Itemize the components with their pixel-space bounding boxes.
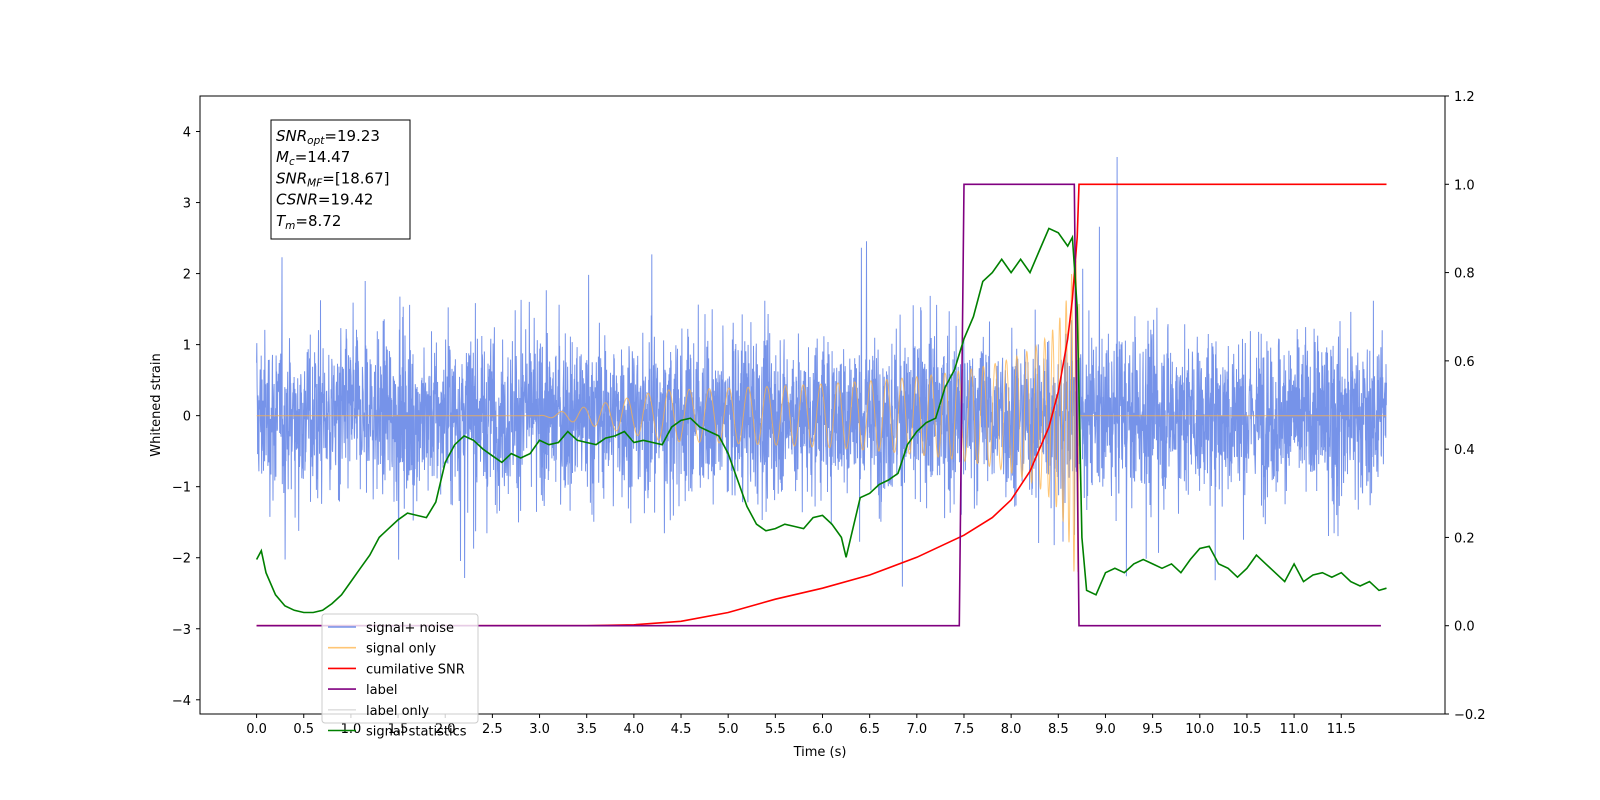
- series-signal-only: [256, 260, 1387, 572]
- legend-item: signal+ noise: [366, 621, 454, 636]
- x-tick-label: 2.5: [482, 722, 503, 737]
- x-tick-label: 0.0: [246, 722, 267, 737]
- info-box-line: SNRopt=19.23: [276, 127, 380, 147]
- y-tick-label: 0: [183, 410, 191, 425]
- legend-item: signal only: [366, 642, 436, 657]
- x-tick-label: 11.5: [1327, 722, 1356, 737]
- legend: signal+ noise signal only cumilative SNR la…: [321, 613, 479, 740]
- x-tick-label: 1.0: [341, 722, 362, 737]
- y-tick-label: 2: [183, 268, 191, 283]
- x-tick-label: 8.5: [1048, 722, 1069, 737]
- y-axis-label: Whitened strain: [149, 353, 164, 456]
- y2-tick-label: 0.2: [1454, 531, 1475, 546]
- x-tick-label: 4.5: [671, 722, 692, 737]
- y2-tick-label: −0.2: [1454, 708, 1486, 723]
- y-axis-left: 4 3 2 1 0 −1 −2 −3 −4: [172, 126, 200, 709]
- info-box-line: CSNR=19.42: [276, 191, 373, 209]
- legend-item: cumilative SNR: [366, 662, 465, 677]
- y-tick-label: −1: [172, 481, 191, 496]
- x-tick-label: 5.5: [765, 722, 786, 737]
- x-tick-label: 4.0: [624, 722, 645, 737]
- x-tick-label: 0.5: [293, 722, 314, 737]
- x-tick-label: 3.5: [576, 722, 597, 737]
- y-tick-label: 4: [183, 126, 191, 141]
- x-tick-label: 10.0: [1185, 722, 1214, 737]
- x-tick-label: 7.0: [906, 722, 927, 737]
- legend-frame: [321, 613, 479, 724]
- y-tick-label: 3: [183, 197, 191, 212]
- y2-tick-label: 0.4: [1454, 443, 1475, 458]
- series-signal-statistics: [255, 227, 1387, 614]
- series-label: [256, 183, 1381, 627]
- x-tick-label: 10.5: [1232, 722, 1261, 737]
- x-tick-label: 9.5: [1142, 722, 1163, 737]
- info-box-line: SNRMF=[18.67]: [276, 169, 390, 189]
- x-tick-label: 3.0: [529, 722, 550, 737]
- x-tick-label: 6.0: [812, 722, 833, 737]
- y-tick-label: 1: [183, 339, 191, 354]
- y2-tick-label: 0.6: [1454, 355, 1475, 370]
- x-tick-label: 9.0: [1095, 722, 1116, 737]
- info-box-line: Tm=8.72: [276, 212, 341, 232]
- y-tick-label: −3: [172, 623, 191, 638]
- y2-tick-label: 1.2: [1454, 90, 1475, 105]
- series-cumulative-snr: [256, 183, 1387, 627]
- series-signal-noise: [256, 156, 1387, 587]
- x-tick-label: 7.5: [954, 722, 975, 737]
- x-axis-label: Time (s): [793, 745, 847, 760]
- x-tick-label: 8.0: [1001, 722, 1022, 737]
- y-tick-label: −2: [172, 552, 191, 567]
- x-tick-label: 1.5: [388, 722, 409, 737]
- y2-tick-label: 1.0: [1454, 178, 1475, 193]
- legend-item: signal statistics: [366, 725, 467, 740]
- legend-item: label: [366, 683, 397, 698]
- info-box-line: Mc=14.47: [276, 148, 350, 168]
- x-tick-label: 5.0: [718, 722, 739, 737]
- info-box-frame: [270, 119, 411, 240]
- x-tick-label: 6.5: [859, 722, 880, 737]
- y-axis-right: 1.2 1.0 0.8 0.6 0.4 0.2 0.0 −0.2: [1445, 90, 1486, 723]
- x-tick-label: 2.0: [435, 722, 456, 737]
- legend-item: label only: [366, 704, 429, 719]
- x-axis: 0.0 0.5 1.0 1.5 2.0 2.5 3.0 3.5 4.0 4.5 5.0 5.5 6.0 6…: [246, 714, 1356, 737]
- y2-tick-label: 0.8: [1454, 267, 1475, 282]
- y-tick-label: −4: [172, 694, 191, 709]
- x-tick-label: 11.0: [1280, 722, 1309, 737]
- y2-tick-label: 0.0: [1454, 620, 1475, 635]
- series-layer: [255, 156, 1387, 627]
